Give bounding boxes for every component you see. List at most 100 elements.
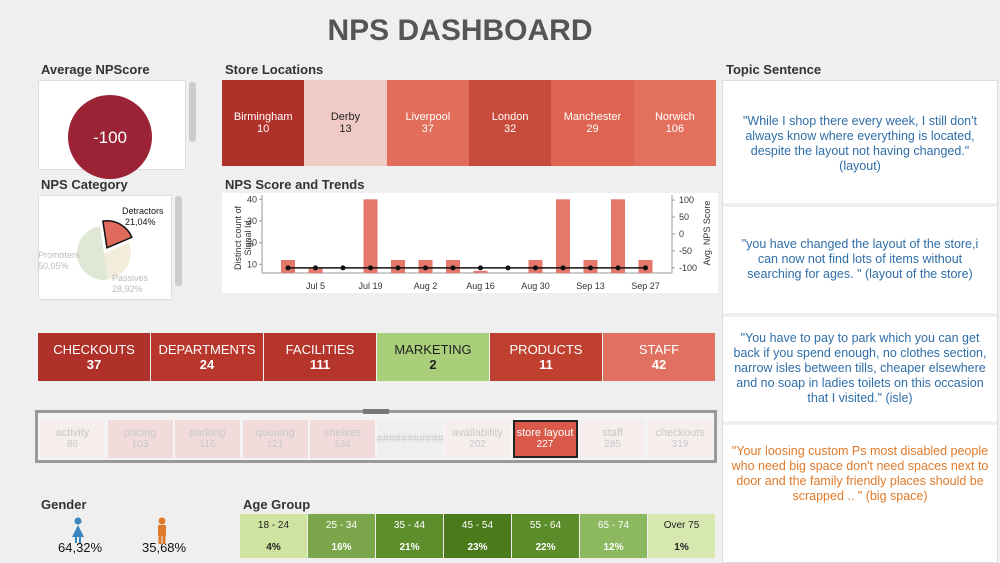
store-count: 32 <box>504 123 517 135</box>
category-name: DEPARTMENTS <box>158 342 256 357</box>
category-tile[interactable]: MARKETING 2 <box>377 333 489 381</box>
store-tile[interactable]: Liverpool 37 <box>386 80 469 166</box>
quote-box: "You have to pay to park which you can g… <box>724 318 996 418</box>
store-name: London <box>491 111 529 123</box>
subtopic-label: activity <box>55 427 90 439</box>
age-share: 22% <box>535 541 556 553</box>
subtopic-label: pricing <box>123 427 157 439</box>
store-name: Norwich <box>654 111 695 123</box>
section-label: NPS Score and Trends <box>225 177 365 192</box>
age-tile[interactable]: 45 - 54 23% <box>444 514 511 558</box>
subtopic-label: shelves <box>323 427 362 439</box>
category-tile[interactable]: CHECKOUTS 37 <box>38 333 150 381</box>
age-tile[interactable]: 65 - 74 12% <box>580 514 647 558</box>
page-title: NPS DASHBOARD <box>327 14 593 47</box>
age-tile[interactable]: 55 - 64 22% <box>512 514 579 558</box>
store-tile[interactable]: Derby 13 <box>304 80 387 166</box>
age-range: 35 - 44 <box>393 519 426 531</box>
category-name: STAFF <box>638 342 680 357</box>
quote-box: "Your loosing custom Ps most disabled pe… <box>724 426 996 521</box>
age-range: 18 - 24 <box>257 519 290 531</box>
category-count: 2 <box>429 357 437 372</box>
store-tile[interactable]: Birmingham 10 <box>222 80 305 166</box>
store-count: 37 <box>421 123 434 135</box>
age-share: 16% <box>331 541 352 553</box>
store-tile[interactable]: Norwich 106 <box>633 80 716 166</box>
store-count: 10 <box>257 123 270 135</box>
subtopic-tile[interactable]: checkouts 319 <box>647 420 713 458</box>
quote-divider <box>723 421 997 425</box>
category-count: 11 <box>539 357 553 372</box>
subtopic-tile[interactable]: availability 202 <box>445 420 510 458</box>
panel <box>38 80 186 170</box>
male-share: 35,68% <box>142 540 187 555</box>
subtopic-tile[interactable]: activity 86 <box>40 420 105 458</box>
subtopic-tile[interactable]: store layout 227 <box>512 420 578 458</box>
age-range: 45 - 54 <box>461 519 494 531</box>
subtopic-count: 202 <box>469 439 486 450</box>
quote-text: "you have changed the layout of the stor… <box>741 237 979 281</box>
subtopic-label: queuing <box>255 427 295 439</box>
category-count: 37 <box>86 357 102 372</box>
age-share: 12% <box>603 541 624 553</box>
subtopic-tile[interactable]: pricing 103 <box>107 420 173 458</box>
category-count: 111 <box>309 357 331 372</box>
age-range: 65 - 74 <box>597 519 630 531</box>
subtopic-count: 116 <box>199 439 216 450</box>
subtopic-label: ########### <box>376 433 444 445</box>
age-tile[interactable]: 25 - 34 16% <box>308 514 375 558</box>
scrollbar[interactable] <box>175 196 182 286</box>
store-name: Birmingham <box>233 111 293 123</box>
section-label: NPS Category <box>41 177 128 192</box>
age-share: 1% <box>674 541 689 553</box>
panel <box>38 195 172 300</box>
subtopic-label: availability <box>452 427 503 439</box>
subtopic-count: 121 <box>266 439 284 450</box>
quote-box: "While I shop there every week, I still … <box>724 86 996 201</box>
age-tile[interactable]: 18 - 24 4% <box>240 514 307 558</box>
subtopic-tile[interactable]: shelves 134 <box>310 420 375 458</box>
subtopic-count: 103 <box>131 439 149 450</box>
quote-divider <box>723 203 997 207</box>
subtopic-label: staff <box>602 427 623 439</box>
age-range: 25 - 34 <box>325 519 358 531</box>
panel <box>222 193 718 293</box>
age-tile[interactable]: 35 - 44 21% <box>376 514 443 558</box>
age-tile[interactable]: Over 75 1% <box>648 514 715 558</box>
section-label: Average NPScore <box>41 62 150 77</box>
category-tile[interactable]: DEPARTMENTS 24 <box>151 333 263 381</box>
quote-divider <box>723 313 997 317</box>
category-count: 42 <box>651 357 667 372</box>
subtopic-count: 134 <box>334 439 351 450</box>
category-name: FACILITIES <box>285 342 355 357</box>
age-range: 55 - 64 <box>529 519 562 531</box>
store-tile[interactable]: Manchester 29 <box>551 80 634 166</box>
subtopic-label: store layout <box>516 427 574 439</box>
quote-text: "Your loosing custom Ps most disabled pe… <box>731 443 989 503</box>
strip-handle[interactable] <box>363 409 389 414</box>
scrollbar[interactable] <box>189 82 196 142</box>
subtopic-tile[interactable]: ########### <box>376 420 444 458</box>
age-share: 21% <box>399 541 420 553</box>
store-name: Liverpool <box>405 111 451 123</box>
subtopic-tile[interactable]: staff 285 <box>580 420 645 458</box>
female-share: 64,32% <box>58 540 103 555</box>
store-tile[interactable]: London 32 <box>469 80 552 166</box>
category-tile[interactable]: PRODUCTS 11 <box>490 333 602 381</box>
subtopic-tile[interactable]: parking 116 <box>175 420 240 458</box>
age-share: 4% <box>266 541 281 553</box>
section-label: Age Group <box>243 497 311 512</box>
store-count: 13 <box>339 123 352 135</box>
age-share: 23% <box>467 541 488 553</box>
subtopic-count: 319 <box>671 439 689 450</box>
category-tile[interactable]: FACILITIES 111 <box>264 333 376 381</box>
subtopic-tile[interactable]: queuing 121 <box>242 420 308 458</box>
category-count: 24 <box>199 357 215 372</box>
age-range: Over 75 <box>663 519 700 531</box>
subtopic-label: checkouts <box>655 427 705 439</box>
category-tile[interactable]: STAFF 42 <box>603 333 715 381</box>
store-count: 29 <box>586 123 599 135</box>
store-count: 106 <box>665 123 684 135</box>
subtopic-count: 86 <box>66 439 79 450</box>
